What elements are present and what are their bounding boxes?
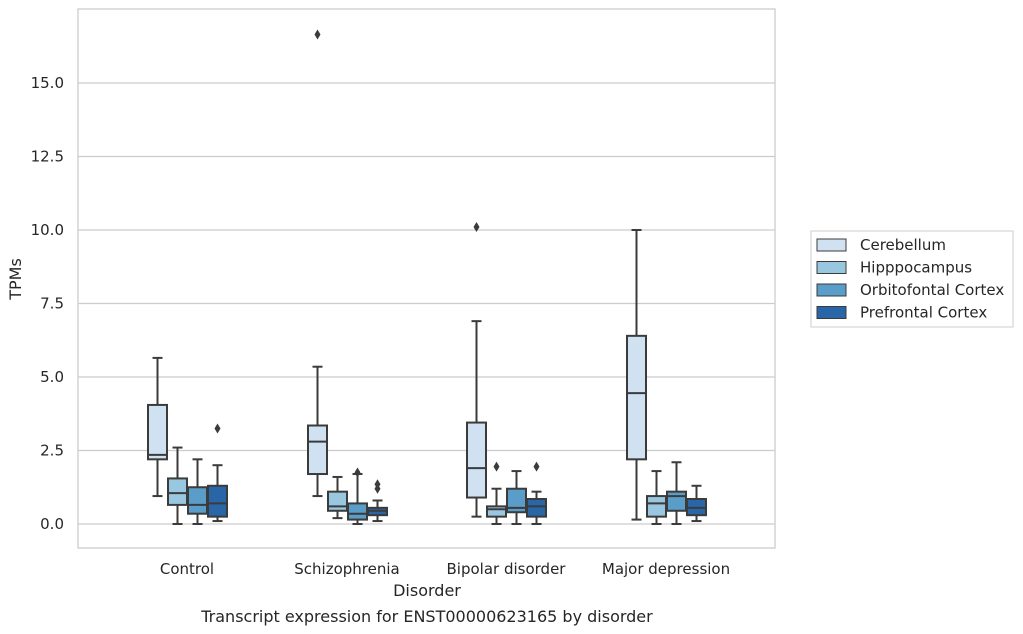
y-tick-label: 5.0 bbox=[40, 368, 64, 386]
legend-label-cerebellum: Cerebellum bbox=[860, 236, 946, 254]
y-tick-label: 10.0 bbox=[31, 221, 64, 239]
outlier-point bbox=[493, 461, 500, 472]
y-axis-label: TPMs bbox=[6, 258, 25, 301]
iqr-box bbox=[626, 334, 647, 461]
series-cerebellum bbox=[147, 29, 647, 521]
box-prefrontal-cortex-control bbox=[207, 423, 228, 523]
y-tick-label: 2.5 bbox=[40, 442, 64, 460]
iqr-box bbox=[347, 502, 368, 521]
box-prefrontal-cortex-major-depression bbox=[686, 484, 707, 523]
x-tick-label-control: Control bbox=[160, 560, 214, 578]
x-axis-ticks: Control Schizophrenia Bipolar disorder Majo… bbox=[160, 560, 730, 578]
legend-swatch-orbitofontal-cortex bbox=[816, 283, 847, 297]
series-prefrontal-cortex bbox=[207, 423, 707, 525]
legend-swatch-cerebellum bbox=[816, 238, 847, 252]
y-tick-label: 0.0 bbox=[40, 515, 64, 533]
iqr-box bbox=[526, 498, 547, 518]
y-tick-label: 12.5 bbox=[31, 148, 64, 166]
box-cerebellum-bipolar-disorder bbox=[466, 222, 487, 518]
legend-label-hipppocampus: Hipppocampus bbox=[860, 259, 972, 277]
series-hipppocampus bbox=[167, 446, 667, 525]
y-axis-ticks: 0.0 2.5 5.0 7.5 10.0 12.5 15.0 bbox=[31, 74, 64, 533]
box-orbitofontal-cortex-major-depression bbox=[666, 461, 687, 525]
series-orbitofontal-cortex bbox=[187, 458, 687, 525]
iqr-box bbox=[187, 486, 208, 515]
box-prefrontal-cortex-schizophrenia bbox=[367, 479, 388, 523]
box-orbitofontal-cortex-schizophrenia bbox=[347, 467, 368, 525]
x-axis-label: Disorder bbox=[393, 581, 461, 600]
iqr-box bbox=[666, 490, 687, 512]
iqr-box bbox=[167, 477, 188, 506]
outlier-point bbox=[314, 29, 321, 40]
box-cerebellum-schizophrenia bbox=[307, 29, 328, 498]
iqr-box bbox=[327, 490, 348, 512]
outlier-point bbox=[374, 479, 381, 490]
outlier-point bbox=[473, 222, 480, 233]
x-tick-label-major-depression: Major depression bbox=[602, 560, 730, 578]
legend-swatch-hipppocampus bbox=[816, 261, 847, 274]
y-tick-label: 15.0 bbox=[31, 74, 64, 92]
plot-frame bbox=[77, 8, 776, 549]
gridlines bbox=[78, 82, 775, 525]
box-series-group bbox=[147, 29, 707, 525]
legend-label-orbitofontal-cortex: Orbitofontal Cortex bbox=[860, 281, 1004, 299]
outlier-point bbox=[354, 467, 361, 478]
box-orbitofontal-cortex-bipolar-disorder bbox=[506, 470, 527, 525]
y-tick-label: 7.5 bbox=[40, 295, 64, 313]
x-tick-label-bipolar-disorder: Bipolar disorder bbox=[447, 560, 567, 578]
box-orbitofontal-cortex-control bbox=[187, 458, 208, 525]
box-cerebellum-major-depression bbox=[626, 229, 647, 521]
iqr-box bbox=[207, 484, 228, 518]
legend: Cerebellum Hipppocampus Orbitofontal Corte… bbox=[810, 230, 1014, 328]
box-hipppocampus-control bbox=[167, 446, 188, 525]
iqr-box bbox=[147, 403, 168, 461]
legend-swatch-prefrontal-cortex bbox=[816, 306, 847, 319]
box-hipppocampus-schizophrenia bbox=[327, 475, 348, 520]
outlier-point bbox=[214, 423, 221, 434]
chart-caption: Transcript expression for ENST0000062316… bbox=[200, 607, 653, 626]
box-hipppocampus-bipolar-disorder bbox=[486, 461, 507, 525]
legend-label-prefrontal-cortex: Prefrontal Cortex bbox=[860, 304, 987, 322]
outlier-point bbox=[533, 461, 540, 472]
iqr-box bbox=[466, 421, 487, 499]
box-hipppocampus-major-depression bbox=[646, 470, 667, 525]
box-cerebellum-control bbox=[147, 356, 168, 498]
x-tick-label-schizophrenia: Schizophrenia bbox=[294, 560, 399, 578]
iqr-box bbox=[646, 495, 667, 518]
iqr-box bbox=[307, 424, 328, 476]
iqr-box bbox=[486, 505, 507, 518]
box-prefrontal-cortex-bipolar-disorder bbox=[526, 461, 547, 525]
